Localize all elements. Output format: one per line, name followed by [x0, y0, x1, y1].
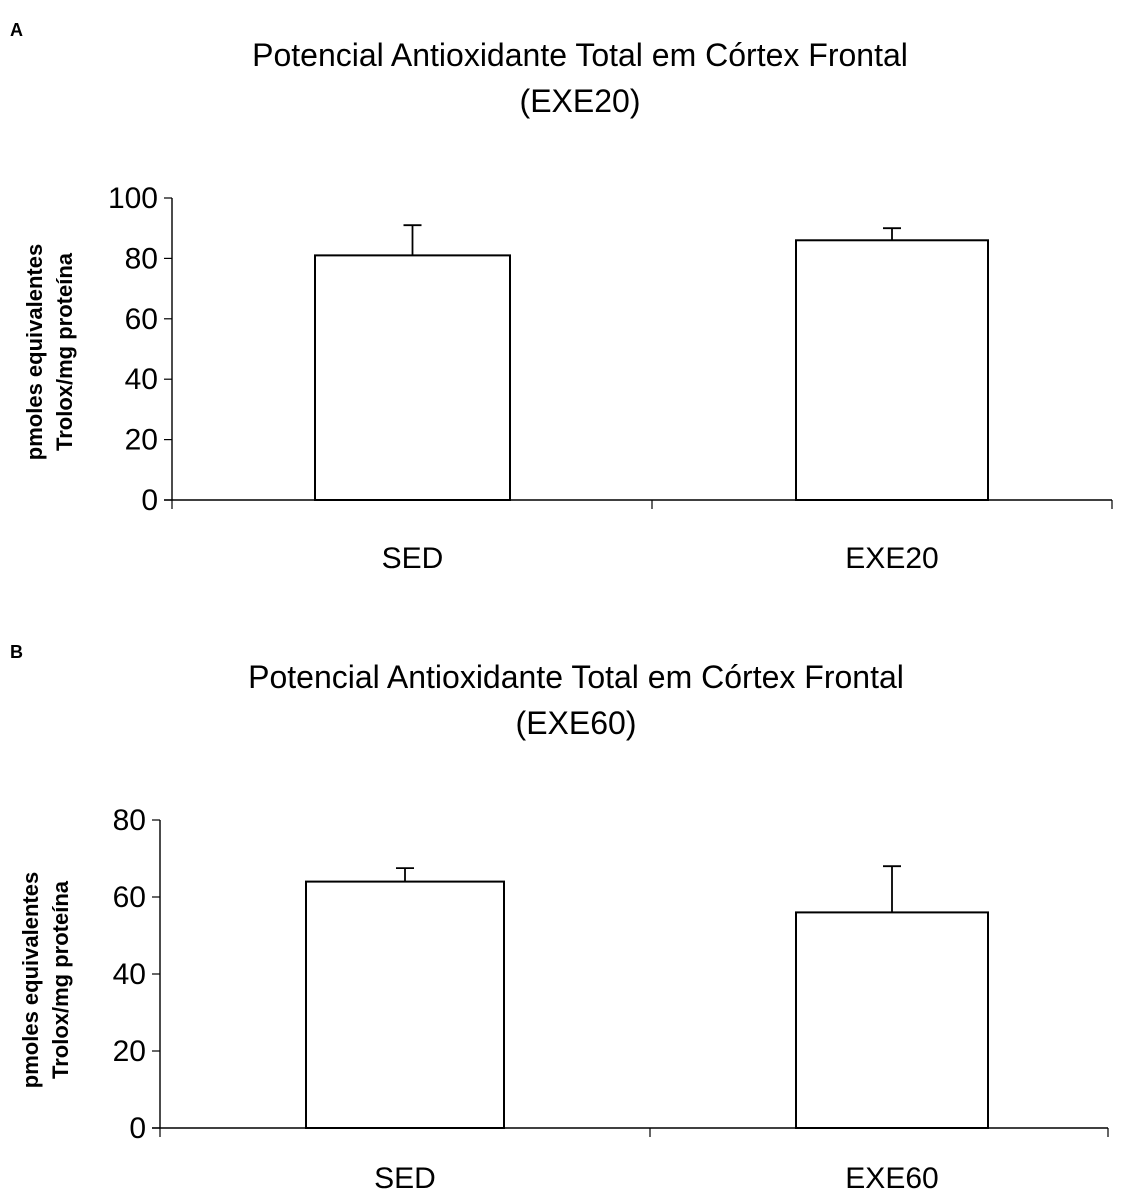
bars-a — [314, 239, 989, 501]
y-axis-label-a-line-1: pmoles equivalentes — [22, 244, 47, 460]
y-tick-label: 0 — [141, 484, 158, 517]
chart-title-a-line-1: Potencial Antioxidante Total em Córtex F… — [252, 37, 908, 73]
y-ticks-b: 0 20 40 60 80 — [113, 804, 160, 1145]
axes-b — [152, 820, 1109, 1137]
error-bars-a — [403, 224, 901, 256]
y-tick-label: 40 — [113, 958, 146, 991]
chart-title-a-line-2: (EXE20) — [520, 83, 641, 119]
category-label-exe60: EXE60 — [845, 1162, 938, 1195]
y-axis-label-a-line-2: Trolox/mg proteína — [52, 252, 77, 451]
bar-exe60 — [795, 911, 989, 1130]
y-tick-label: 60 — [125, 303, 158, 336]
y-tick-label: 80 — [125, 242, 158, 275]
y-axis-label-b-line-2: Trolox/mg proteína — [48, 880, 73, 1079]
y-tick-label: 20 — [113, 1035, 146, 1068]
error-bar-exe20 — [883, 227, 901, 241]
chart-panel-a: A Potencial Antioxidante Total em Córtex… — [10, 20, 1113, 575]
y-tick-label: 20 — [125, 424, 158, 457]
y-tick-label: 40 — [125, 363, 158, 396]
error-bars-b — [396, 865, 901, 913]
panel-letter-b: B — [10, 642, 23, 662]
chart-title-b-line-1: Potencial Antioxidante Total em Córtex F… — [248, 659, 904, 695]
category-label-sed: SED — [374, 1162, 436, 1195]
category-label-sed: SED — [382, 542, 444, 575]
category-label-exe20: EXE20 — [845, 542, 938, 575]
panel-letter-a: A — [10, 20, 23, 40]
chart-title-b-line-2: (EXE60) — [516, 705, 637, 741]
y-tick-label: 0 — [129, 1112, 146, 1145]
bar-sed — [305, 880, 505, 1129]
y-tick-label: 100 — [108, 182, 158, 215]
y-ticks-a: 0 20 40 60 80 100 — [108, 182, 172, 517]
y-tick-label: 80 — [113, 804, 146, 837]
bar-sed — [314, 254, 511, 501]
error-bar-sed — [396, 867, 414, 882]
y-tick-label: 60 — [113, 881, 146, 914]
error-bar-exe60 — [883, 865, 901, 913]
category-labels-a: SED EXE20 — [382, 542, 939, 575]
y-axis-label-b-line-1: pmoles equivalentes — [18, 872, 43, 1088]
axes-a — [164, 198, 1113, 509]
bar-exe20 — [795, 239, 989, 501]
error-bar-sed — [403, 224, 422, 256]
chart-panel-b: B Potencial Antioxidante Total em Córtex… — [10, 642, 1109, 1195]
category-labels-b: SED EXE60 — [374, 1162, 939, 1195]
bars-b — [305, 880, 989, 1130]
